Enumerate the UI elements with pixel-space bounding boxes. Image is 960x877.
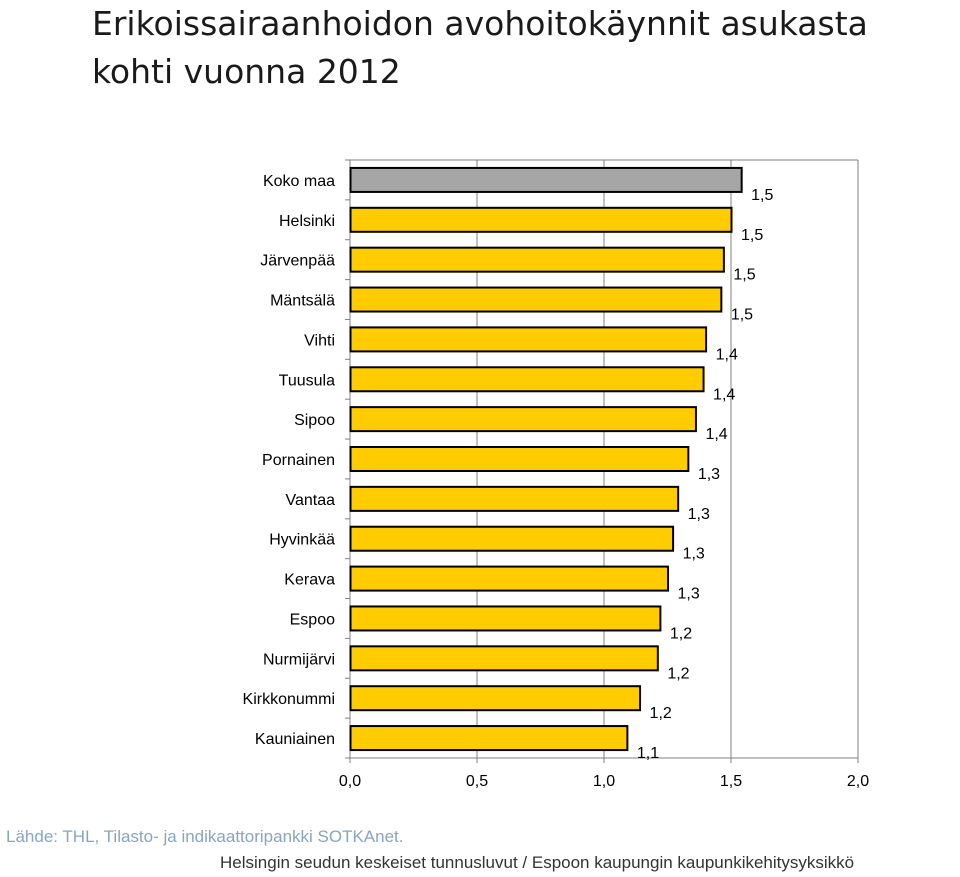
x-tick-label: 1,0 — [593, 773, 615, 790]
bar — [349, 326, 708, 353]
bar — [349, 605, 662, 632]
category-label: Kirkkonummi — [243, 691, 335, 708]
category-label: Vantaa — [285, 492, 335, 509]
bar — [349, 366, 705, 393]
bar — [349, 565, 669, 592]
data-label: 1,1 — [637, 745, 659, 762]
bar — [349, 685, 642, 712]
footer-note: Helsingin seudun keskeiset tunnusluvut /… — [220, 853, 855, 872]
bar — [349, 246, 725, 273]
data-label: 1,3 — [683, 546, 705, 563]
chart-title: Erikoissairaanhoidon avohoitokäynnit asu… — [92, 4, 868, 91]
data-label: 1,2 — [650, 705, 672, 722]
bar — [349, 485, 680, 512]
data-label: 1,5 — [733, 267, 755, 284]
x-tick-label: 2,0 — [847, 773, 869, 790]
category-label: Järvenpää — [260, 253, 335, 270]
x-tick-label: 0,0 — [339, 773, 361, 790]
data-label: 1,3 — [688, 506, 710, 523]
category-label: Mäntsälä — [270, 293, 335, 310]
data-label: 1,2 — [670, 625, 692, 642]
bar — [349, 166, 743, 193]
bar — [349, 446, 690, 472]
category-label: Nurmijärvi — [263, 651, 335, 668]
bar — [349, 286, 723, 313]
category-label: Pornainen — [262, 452, 335, 469]
data-label: 1,2 — [667, 665, 689, 682]
category-label: Kauniainen — [255, 731, 335, 748]
x-tick-label: 1,5 — [720, 773, 742, 790]
data-label: 1,5 — [741, 227, 763, 244]
data-label: 1,4 — [713, 386, 735, 403]
data-label: 1,4 — [705, 426, 727, 443]
data-label: 1,5 — [731, 307, 753, 324]
data-label: 1,4 — [716, 346, 738, 363]
data-label: 1,3 — [678, 586, 700, 603]
source-note: Lähde: THL, Tilasto- ja indikaattoripank… — [6, 827, 404, 846]
x-tick-label: 0,5 — [466, 773, 488, 790]
category-label: Vihti — [304, 332, 335, 349]
bar — [349, 645, 659, 672]
bar — [349, 725, 629, 752]
category-label: Espoo — [290, 611, 335, 628]
category-label: Helsinki — [279, 213, 335, 230]
bar — [349, 525, 675, 552]
category-label: Kerava — [284, 572, 335, 589]
data-label: 1,3 — [698, 466, 720, 483]
category-label: Sipoo — [294, 412, 335, 429]
bar — [349, 406, 697, 433]
data-label: 1,5 — [751, 187, 773, 204]
category-label: Hyvinkää — [269, 532, 335, 549]
category-label: Koko maa — [263, 173, 335, 190]
bar — [349, 206, 733, 233]
category-label: Tuusula — [279, 372, 335, 389]
